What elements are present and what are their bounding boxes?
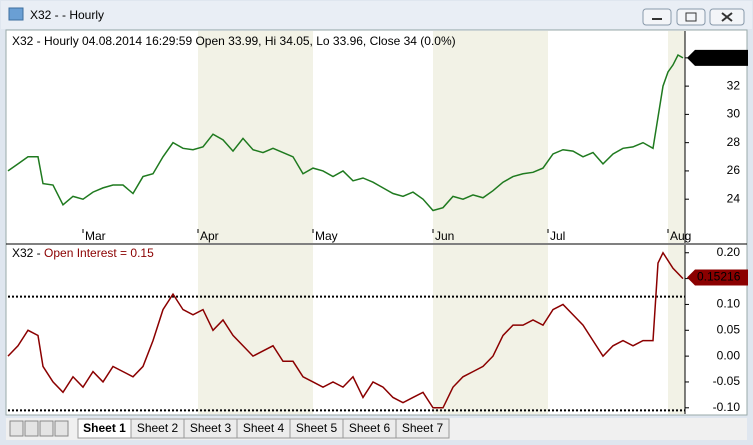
- sheet-tab-label: Sheet 1: [83, 421, 126, 435]
- sheet-tab-label: Sheet 2: [137, 421, 179, 435]
- tab-nav-button[interactable]: [39, 420, 54, 437]
- y-tick-label: -0.10: [713, 400, 741, 414]
- x-tick-label: Jun: [435, 229, 454, 243]
- month-shade: [668, 31, 685, 243]
- y-tick-label: 0.05: [717, 322, 741, 336]
- y-tick-label: 28: [727, 135, 741, 149]
- sheet-tab-label: Sheet 4: [243, 421, 285, 435]
- sheet-tab-label: Sheet 5: [296, 421, 338, 435]
- y-tick-label: 30: [727, 107, 741, 121]
- y-tick-label: 0.10: [717, 297, 741, 311]
- series-line: [7, 53, 684, 212]
- minimize-button[interactable]: [642, 8, 672, 26]
- series-line: [7, 251, 684, 409]
- x-tick-label: Apr: [200, 229, 219, 243]
- month-shade: [198, 245, 313, 414]
- sheet-tab-label: Sheet 3: [190, 421, 232, 435]
- last-value-tag: [687, 49, 748, 66]
- close-icon: [721, 12, 733, 22]
- y-tick-label: 24: [727, 191, 741, 205]
- panel-title-text: X32 - Hourly 04.08.2014 16:29:59 Open 33…: [12, 34, 456, 48]
- title-bar: [1, 1, 752, 29]
- x-tick-label: Aug: [670, 229, 691, 243]
- app-icon: [8, 7, 24, 21]
- panel-title: X32 - Hourly 04.08.2014 16:29:59 Open 33…: [12, 34, 456, 48]
- tab-group: Sheet 1 Sheet 2 Sheet 3 Sheet 4 Sheet 5 Sheet…: [9, 418, 450, 439]
- month-shade: [198, 31, 313, 243]
- restore-button[interactable]: [676, 8, 706, 26]
- last-value-tag: [687, 269, 748, 286]
- panel-subtitle: Open Interest = 0.15: [44, 246, 154, 260]
- tab-nav-button[interactable]: [54, 420, 69, 437]
- y-tick-label: -0.05: [713, 374, 741, 388]
- month-shade: [668, 245, 685, 414]
- last-value-label: 0.15216: [697, 270, 741, 284]
- x-tick-label: Mar: [85, 229, 106, 243]
- y-tick-label: 32: [727, 78, 741, 92]
- month-shade: [433, 31, 548, 243]
- sheet-tab[interactable]: [395, 418, 450, 439]
- panel-title-text: X32 -: [12, 246, 44, 260]
- y-tick-label: 0.00: [717, 348, 741, 362]
- y-tick-label: 0.20: [717, 245, 741, 259]
- restore-icon: [685, 12, 697, 22]
- x-tick-label: May: [315, 229, 338, 243]
- panel-title: X32 - Open Interest = 0.15: [12, 246, 154, 260]
- sheet-tab-label: Sheet 6: [349, 421, 391, 435]
- tab-nav-button[interactable]: [9, 420, 24, 437]
- y-tick-label: 26: [727, 163, 741, 177]
- tab-nav-button[interactable]: [24, 420, 39, 437]
- chart-area: [5, 29, 748, 416]
- sheet-tab-label: Sheet 7: [402, 421, 444, 435]
- last-value-label: 34: [697, 50, 711, 64]
- month-shade: [433, 245, 548, 414]
- window-title: X32 - - Hourly: [30, 8, 104, 22]
- x-tick-label: Jul: [550, 229, 565, 243]
